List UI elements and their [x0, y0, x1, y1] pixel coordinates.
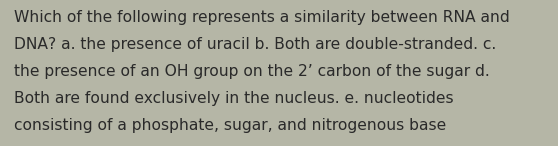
Text: DNA? a. the presence of uracil b. Both are double-stranded. c.: DNA? a. the presence of uracil b. Both a…	[14, 37, 496, 52]
Text: Which of the following represents a similarity between RNA and: Which of the following represents a simi…	[14, 10, 509, 25]
Text: Both are found exclusively in the nucleus. e. nucleotides: Both are found exclusively in the nucleu…	[14, 91, 454, 106]
Text: consisting of a phosphate, sugar, and nitrogenous base: consisting of a phosphate, sugar, and ni…	[14, 118, 446, 133]
Text: the presence of an OH group on the 2’ carbon of the sugar d.: the presence of an OH group on the 2’ ca…	[14, 64, 490, 79]
